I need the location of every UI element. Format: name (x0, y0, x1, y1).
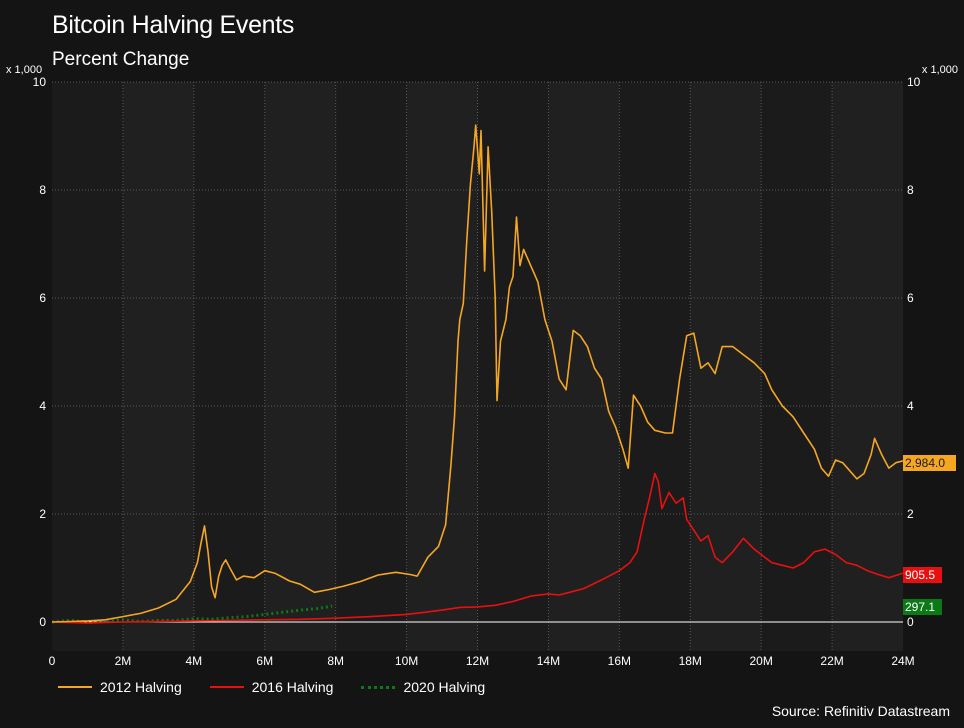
x-tick-label: 16M (608, 654, 631, 668)
y-tick-label-left: 6 (39, 291, 46, 305)
end-label-box (903, 567, 942, 583)
x-tick-label: 22M (820, 654, 843, 668)
x-tick-label: 0 (49, 654, 56, 668)
tick-labels: 0 2M 4M 6M 8M 10M 12M 14M 16M 18M 20M 22M 24M 0 0 2 2 4 4 6… (33, 75, 921, 668)
end-label-value: 2,984.0 (905, 456, 945, 470)
end-label-value: 297.1 (905, 600, 935, 614)
plot-band (619, 82, 691, 651)
plot-band (193, 82, 265, 651)
grid-lines (52, 81, 903, 651)
series-line-2016-halving (51, 472, 904, 624)
legend-item: 2012 Halving (58, 679, 182, 695)
plot-band (52, 82, 123, 651)
legend-label: 2016 Halving (251, 679, 334, 695)
y-tick-label-left: 10 (33, 75, 47, 89)
y-tick-label-right: 2 (907, 507, 914, 521)
y-tick-label-right: 0 (907, 615, 914, 629)
legend-label: 2012 Halving (100, 679, 182, 695)
legend-item: 2016 Halving (209, 679, 334, 695)
end-label-box (903, 455, 956, 471)
plot-background-bands (52, 82, 903, 651)
y-tick-label-left: 2 (39, 507, 46, 521)
x-tick-label: 24M (891, 654, 914, 668)
x-tick-label: 14M (537, 654, 560, 668)
x-tick-label: 8M (327, 654, 344, 668)
y-tick-label-right: 8 (907, 183, 914, 197)
end-label-value: 905.5 (905, 568, 935, 582)
y-tick-label-right: 4 (907, 399, 914, 413)
x-tick-label: 4M (185, 654, 202, 668)
plot-band (832, 82, 903, 651)
legend: 2012 Halving 2016 Halving 2020 Halving (58, 679, 513, 695)
x-tick-label: 12M (466, 654, 489, 668)
series-line-2012-halving (51, 124, 904, 623)
plot-band (264, 82, 336, 651)
end-label-box (903, 599, 942, 615)
plot-band (122, 82, 194, 651)
legend-swatch (58, 686, 92, 688)
y-tick-label-left: 0 (39, 615, 46, 629)
series-group (51, 124, 904, 624)
x-tick-label: 2M (115, 654, 132, 668)
chart-subtitle: Percent Change (52, 49, 190, 70)
x-tick-label: 18M (679, 654, 702, 668)
chart-title: Bitcoin Halving Events (52, 11, 295, 39)
source-note: Source: Refinitiv Datastream (771, 703, 950, 719)
x-tick-label: 20M (749, 654, 772, 668)
x-tick-label: 10M (395, 654, 418, 668)
legend-swatch (361, 685, 396, 689)
end-value-labels: 2,984.0 905.5 297.1 (903, 455, 956, 615)
plot-band (548, 82, 620, 651)
legend-label: 2020 Halving (403, 679, 486, 695)
y-tick-label-left: 8 (39, 183, 46, 197)
plot-band (335, 82, 407, 651)
x-tick-label: 6M (256, 654, 273, 668)
plot-band (406, 82, 478, 651)
y-tick-label-right: 6 (907, 291, 914, 305)
plot-band (761, 82, 833, 651)
y-axis-unit-left: x 1,000 (6, 64, 43, 76)
y-tick-label-left: 4 (39, 399, 46, 413)
legend-item: 2020 Halving (361, 679, 485, 695)
y-tick-label-right: 10 (907, 75, 921, 89)
legend-swatch (209, 686, 244, 688)
y-axis-unit-right: x 1,000 (921, 64, 958, 76)
